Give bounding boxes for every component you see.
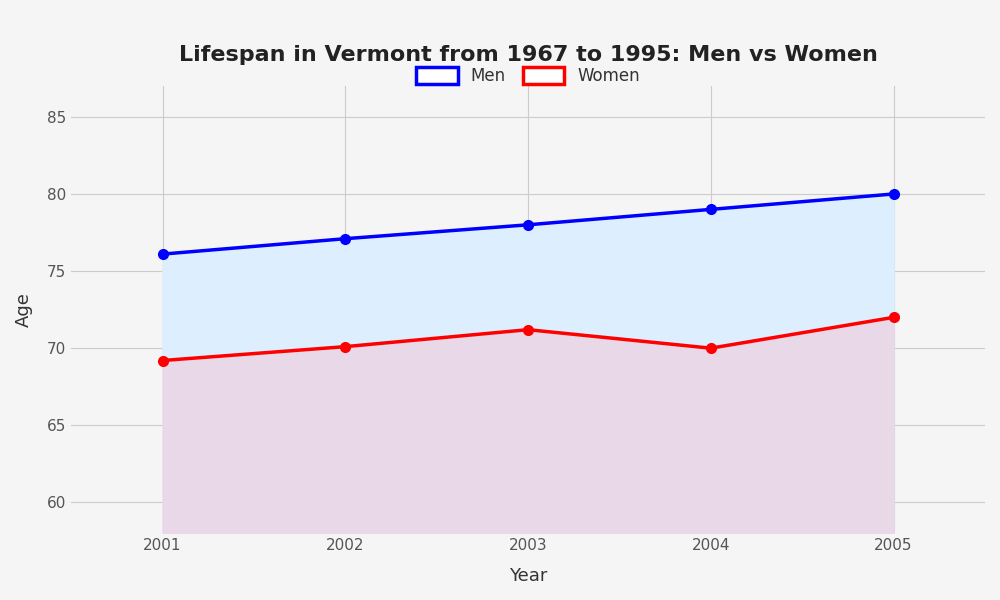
Line: Men: Men [158, 189, 898, 259]
X-axis label: Year: Year [509, 567, 547, 585]
Women [888, 314, 900, 321]
Men [339, 235, 351, 242]
Women [157, 357, 169, 364]
Men [522, 221, 534, 229]
Men [888, 190, 900, 197]
Men [157, 251, 169, 258]
Women [522, 326, 534, 333]
Women [339, 343, 351, 350]
Men [705, 206, 717, 213]
Legend: Men, Women: Men, Women [408, 59, 649, 94]
Title: Lifespan in Vermont from 1967 to 1995: Men vs Women: Lifespan in Vermont from 1967 to 1995: M… [179, 45, 878, 65]
Line: Women: Women [158, 313, 898, 365]
Y-axis label: Age: Age [15, 292, 33, 327]
Women [705, 344, 717, 352]
